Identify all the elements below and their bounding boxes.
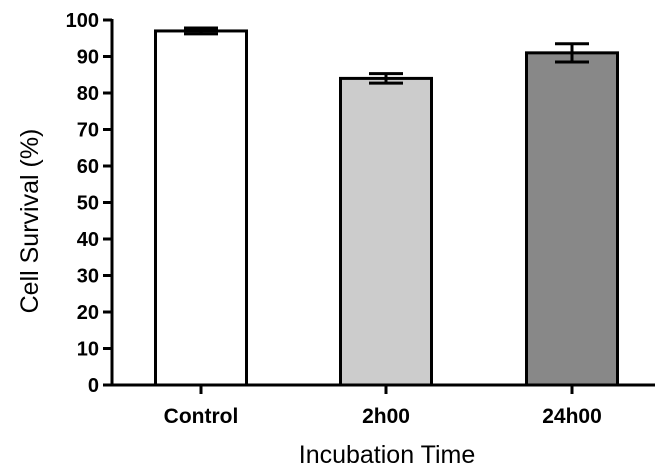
y-tick-label: 50 <box>77 193 99 215</box>
y-axis-ticks: 0 10 20 30 40 50 60 70 80 90 100 <box>66 10 112 397</box>
y-tick-label: 20 <box>77 302 99 324</box>
bar-24h00 <box>525 51 619 387</box>
y-tick-label: 70 <box>77 120 99 142</box>
x-axis-ticks: Control 2h00 24h00 <box>164 385 602 428</box>
x-tick-label: Control <box>164 405 239 428</box>
y-axis-title: Cell Survival (%) <box>16 129 44 314</box>
x-tick-label: 24h00 <box>542 405 602 428</box>
y-tick-label: 90 <box>77 47 99 69</box>
y-tick-label: 80 <box>77 83 99 105</box>
y-tick-label: 30 <box>77 266 99 288</box>
x-tick-label: 2h00 <box>362 405 410 428</box>
bars-group <box>154 26 619 387</box>
y-tick-label: 100 <box>66 10 99 32</box>
y-tick-label: 40 <box>77 229 99 251</box>
y-tick-label: 60 <box>77 156 99 178</box>
bar-2h00 <box>339 76 433 387</box>
y-tick-label: 10 <box>77 339 99 361</box>
y-tick-label: 0 <box>88 375 99 397</box>
x-axis-title: Incubation Time <box>299 441 476 469</box>
bar-control <box>154 29 248 387</box>
